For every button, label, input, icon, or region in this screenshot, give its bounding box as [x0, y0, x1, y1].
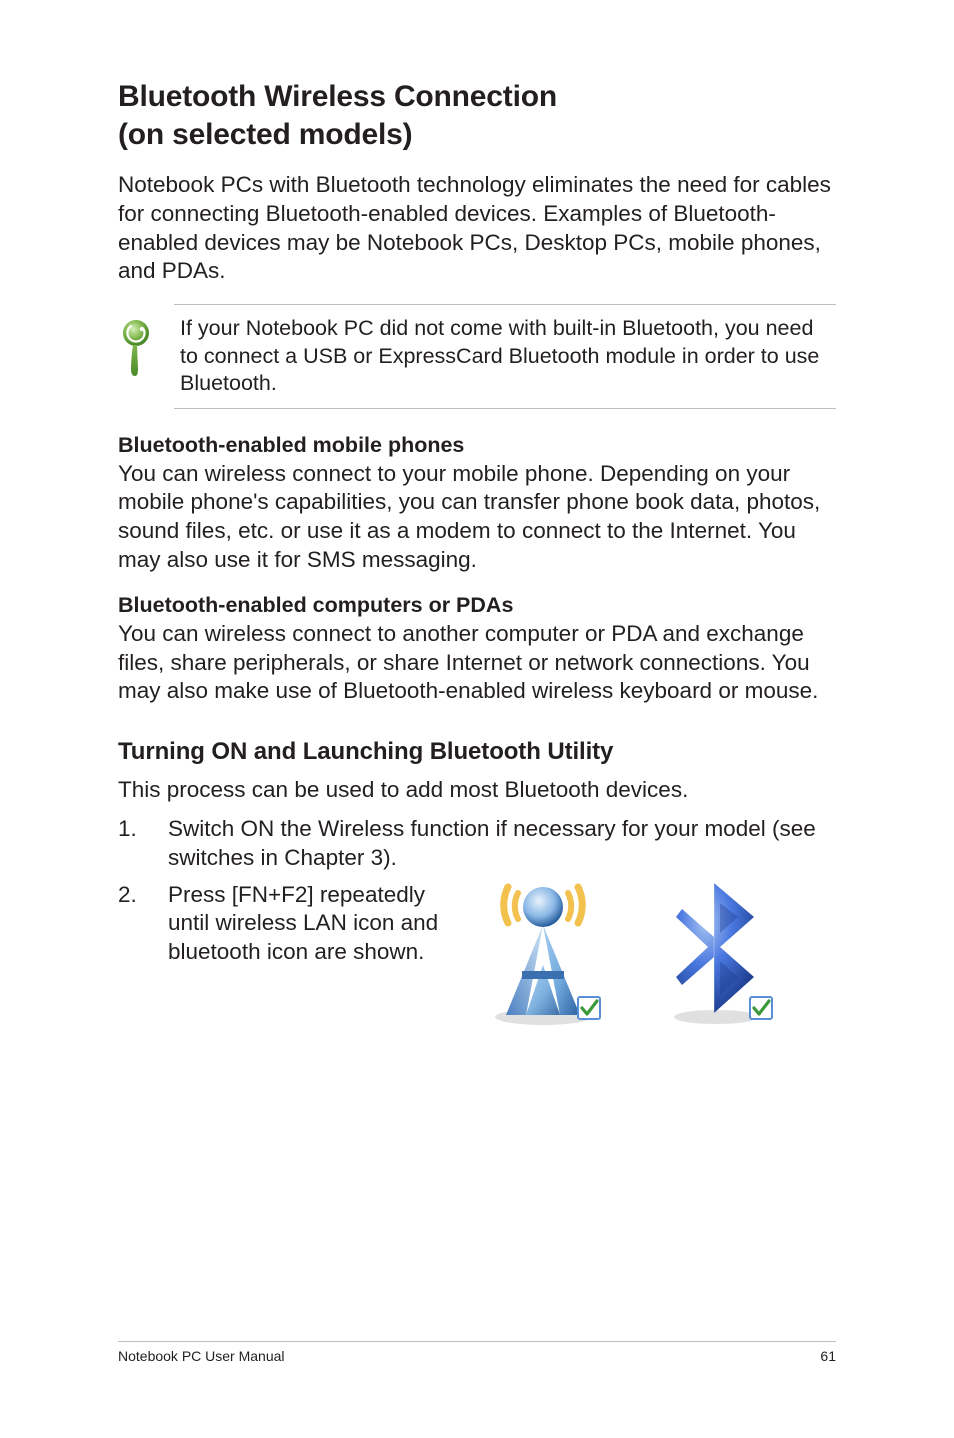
- pdas-section: Bluetooth-enabled computers or PDAs You …: [118, 591, 836, 706]
- phones-section: Bluetooth-enabled mobile phones You can …: [118, 431, 836, 575]
- pdas-heading: Bluetooth-enabled computers or PDAs: [118, 593, 513, 617]
- page-title-line1: Bluetooth Wireless Connection: [118, 80, 557, 113]
- steps-list: Switch ON the Wireless function if neces…: [118, 815, 836, 1032]
- footer-manual-title: Notebook PC User Manual: [118, 1348, 285, 1364]
- wlan-antenna-icon: [478, 875, 608, 1033]
- turning-on-heading: Turning ON and Launching Bluetooth Utili…: [118, 738, 836, 766]
- page-title: Bluetooth Wireless Connection (on select…: [118, 78, 836, 153]
- page-title-line2: (on selected models): [118, 118, 412, 151]
- tip-icon: [118, 319, 156, 384]
- turning-on-intro: This process can be used to add most Blu…: [118, 776, 836, 805]
- phones-body: You can wireless connect to your mobile …: [118, 461, 820, 572]
- phones-heading: Bluetooth-enabled mobile phones: [118, 433, 464, 457]
- note-callout: If your Notebook PC did not come with bu…: [174, 304, 836, 409]
- step-1: Switch ON the Wireless function if neces…: [118, 815, 836, 873]
- note-text: If your Notebook PC did not come with bu…: [180, 315, 836, 398]
- bluetooth-icon: [658, 875, 778, 1033]
- footer-page-number: 61: [820, 1348, 836, 1364]
- intro-paragraph: Notebook PCs with Bluetooth technology e…: [118, 171, 836, 286]
- step-2-text: Press [FN+F2] repeatedly until wireless …: [168, 881, 448, 967]
- pdas-body: You can wireless connect to another comp…: [118, 621, 818, 704]
- step-2: Press [FN+F2] repeatedly until wireless …: [118, 881, 836, 1033]
- page-footer: Notebook PC User Manual 61: [118, 1341, 836, 1364]
